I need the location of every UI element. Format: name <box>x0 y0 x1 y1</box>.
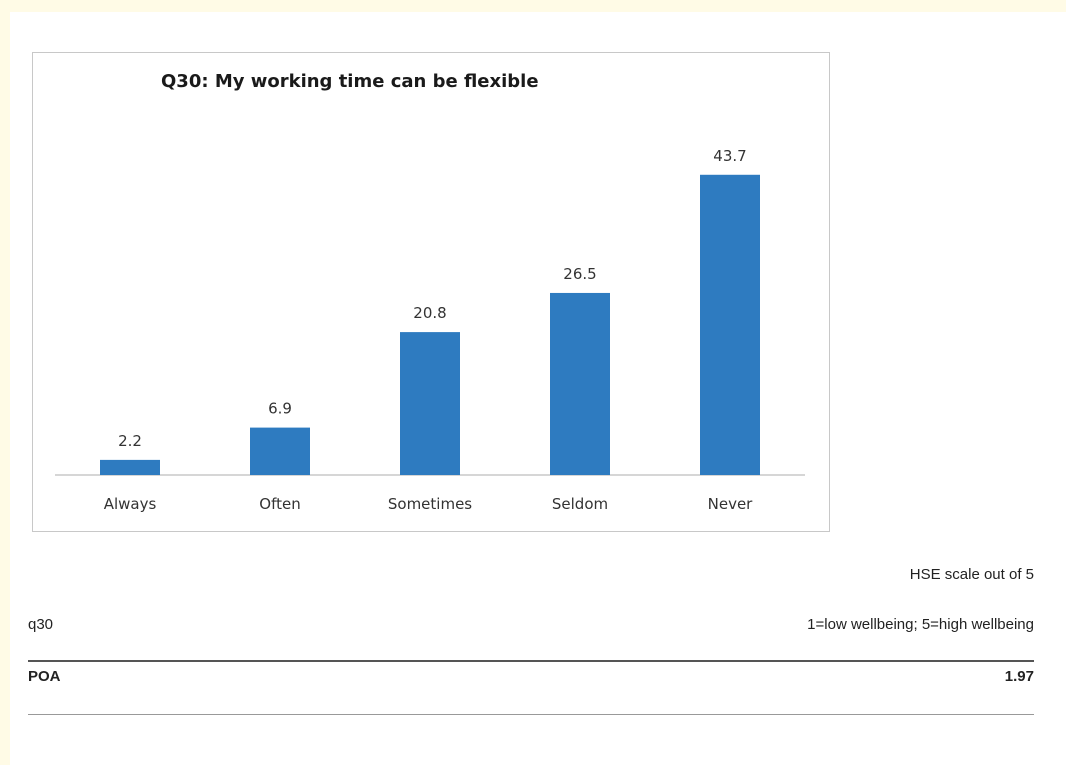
data-label-sometimes: 20.8 <box>413 304 446 322</box>
scale-label: HSE scale out of 5 <box>909 566 1034 583</box>
chart-title: Q30: My working time can be flexible <box>161 71 539 92</box>
data-label-seldom: 26.5 <box>563 265 596 283</box>
chart-container: 2.2 Always 6.9 Often 20.8 Sometimes 26.5 Seldom… <box>32 52 830 532</box>
category-label-never: Never <box>708 495 754 513</box>
category-label-sometimes: Sometimes <box>388 495 472 513</box>
bar-never <box>700 174 760 475</box>
group-score: 1.97 <box>1004 668 1034 685</box>
data-label-never: 43.7 <box>713 147 746 165</box>
question-code: q30 <box>28 616 54 633</box>
category-label-always: Always <box>104 495 157 513</box>
category-label-seldom: Seldom <box>552 495 608 513</box>
group-label: POA <box>28 668 61 685</box>
data-label-always: 2.2 <box>118 432 142 450</box>
data-label-often: 6.9 <box>268 400 292 418</box>
page: 2.2 Always 6.9 Often 20.8 Sometimes 26.5 Seldom… <box>10 12 1066 765</box>
bar-sometimes <box>400 332 460 475</box>
category-label-often: Often <box>259 495 300 513</box>
bar-seldom <box>550 292 610 475</box>
divider-bottom <box>28 714 1034 715</box>
bar-chart: 2.2 Always 6.9 Often 20.8 Sometimes 26.5 Seldom… <box>55 147 805 513</box>
divider-top <box>28 660 1034 662</box>
scale-description: 1=low wellbeing; 5=high wellbeing <box>807 616 1034 633</box>
bar-always <box>100 459 160 475</box>
bar-often <box>250 427 310 475</box>
